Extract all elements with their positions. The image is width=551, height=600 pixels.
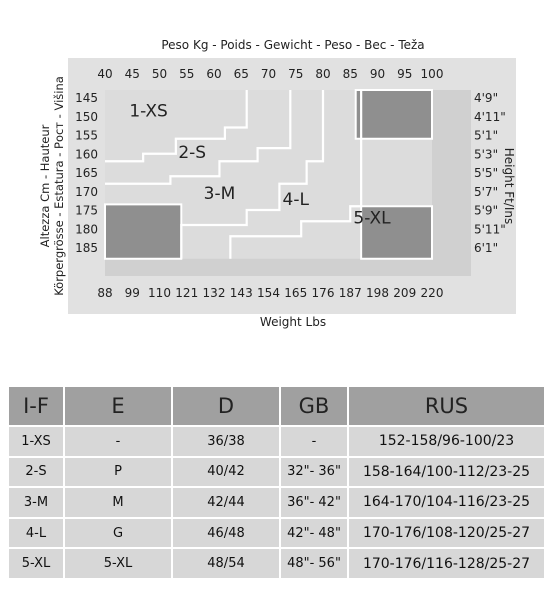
size-boundary-1: [105, 90, 248, 163]
table-cell: 170-176/116-128/25-27: [347, 547, 546, 580]
size-region-label-4-l: 4-L: [283, 190, 310, 210]
table-row: 1-XS -36/38-152-158/96-100/23: [7, 425, 546, 458]
table-cell: 164-170/104-116/23-25: [347, 486, 546, 519]
ftin-tick-label: 6'1": [474, 241, 498, 255]
table-cell: P: [63, 455, 173, 489]
size-region-label-2-s: 2-S: [178, 143, 206, 163]
table-cell: 46/48: [171, 516, 281, 550]
table-cell: 2-S: [7, 455, 65, 489]
table-cell: 3-M: [7, 486, 65, 519]
table-cell: M: [63, 486, 173, 519]
size-boundary-3: [180, 90, 325, 259]
table-cell: 158-164/100-112/23-25: [347, 455, 546, 489]
lbs-tick-label: 132: [203, 286, 226, 300]
y2-axis-label: Height Ft/Ins: [502, 148, 516, 225]
table-row: 4-L G 46/48 42"- 48" 170-176/108-120/25-27: [7, 516, 546, 550]
table-cell: 42"- 48": [279, 516, 349, 550]
kg-tick-label: 55: [179, 67, 194, 81]
table-header-rus: RUS: [347, 385, 546, 427]
size-boundary-4: [229, 90, 363, 259]
out-of-range-zone-light-tall: [104, 203, 183, 260]
ftin-tick-label: 5'7": [474, 185, 498, 199]
x-axis-label: Weight Lbs: [259, 315, 327, 329]
kg-tick-label: 50: [152, 67, 167, 81]
size-chart: 1-XS 2-S 3-M 4-L 5-XL 40 45 50 55 60 65 70 75 80 85 90 9…: [38, 58, 516, 314]
ftin-tick-label: 5'3": [474, 147, 498, 161]
cm-tick-label: 150: [75, 110, 98, 124]
kg-tick-label: 80: [315, 67, 330, 81]
cm-tick-label: 175: [75, 204, 98, 218]
table-row: 2-S P 40/42 32"- 36" 158-164/100-112/23-25: [7, 455, 546, 489]
lbs-tick-label: 121: [175, 286, 198, 300]
kg-tick-label: 75: [288, 67, 303, 81]
y-axis-label-line-2: Körpergrösse - Estatura - Рост - Višina: [52, 76, 66, 296]
kg-tick-label: 100: [421, 67, 444, 81]
cm-tick-label: 165: [75, 166, 98, 180]
size-region-label-1-xs: 1-XS: [129, 102, 168, 122]
table-header-d: D: [171, 385, 281, 427]
lbs-tick-label: 187: [339, 286, 362, 300]
size-boundary-2: [105, 90, 292, 185]
lbs-tick-label: 209: [393, 286, 416, 300]
kg-tick-label: 90: [370, 67, 385, 81]
table-cell: 48/54: [171, 547, 281, 580]
table-cell: 42/44: [171, 486, 281, 519]
table-cell: 36/38: [171, 425, 281, 458]
out-of-range-zone-heavy-short: [354, 89, 434, 140]
out-of-range-zone-heavy-tall: [360, 205, 433, 260]
ftin-tick-label: 4'11": [474, 110, 506, 124]
size-region-label-5-xl: 5-XL: [353, 209, 391, 229]
cm-tick-label: 145: [75, 91, 98, 105]
table-header-i-f: I-F: [7, 385, 65, 427]
cm-tick-label: 185: [75, 241, 98, 255]
table-cell: G: [63, 516, 173, 550]
table-header-gb: GB: [279, 385, 349, 427]
ftin-tick-label: 5'9": [474, 204, 498, 218]
table-row: 3-M M 42/44 36"- 42" 164-170/104-116/23-25: [7, 486, 546, 519]
lbs-tick-label: 198: [366, 286, 389, 300]
table-cell: 4-L: [7, 516, 65, 550]
table-cell: 152-158/96-100/23: [347, 425, 546, 458]
table-cell: 170-176/108-120/25-27: [347, 516, 546, 550]
table-row: 5-XL 5-XL 48/54 48"- 56" 170-176/116-128/25-…: [7, 547, 546, 580]
table-cell: 5-XL: [7, 547, 65, 580]
cm-tick-label: 180: [75, 222, 98, 236]
lbs-tick-label: 143: [230, 286, 253, 300]
lbs-tick-label: 176: [312, 286, 335, 300]
cm-tick-label: 155: [75, 129, 98, 143]
lbs-tick-label: 154: [257, 286, 280, 300]
table-cell: 32"- 36": [279, 455, 349, 489]
ftin-tick-label: 5'11": [474, 222, 506, 236]
kg-tick-label: 45: [125, 67, 140, 81]
cm-tick-label: 170: [75, 185, 98, 199]
table-cell: 5-XL: [63, 547, 173, 580]
ftin-tick-label: 5'5": [474, 166, 498, 180]
table-cell: 48"- 56": [279, 547, 349, 580]
table-cell: -: [279, 425, 349, 458]
chart-title: Peso Kg - Poids - Gewicht - Peso - Bec -…: [161, 38, 425, 52]
kg-tick-label: 95: [397, 67, 412, 81]
size-region-label-3-m: 3-M: [204, 184, 236, 204]
kg-tick-label: 60: [206, 67, 221, 81]
ftin-tick-label: 5'1": [474, 129, 498, 143]
table-cell: -: [63, 425, 173, 458]
table-cell: 1-XS: [7, 425, 65, 458]
table-cell: 36"- 42": [279, 486, 349, 519]
size-conversion-table: I-F E D GB RUS 1-XS -36/38-152-158/96-100/23 2…: [7, 385, 546, 580]
lbs-tick-label: 165: [284, 286, 307, 300]
cm-tick-label: 160: [75, 147, 98, 161]
ftin-tick-label: 4'9": [474, 91, 498, 105]
kg-tick-label: 85: [343, 67, 358, 81]
lbs-tick-label: 220: [421, 286, 444, 300]
kg-tick-label: 65: [234, 67, 249, 81]
table-cell: 40/42: [171, 455, 281, 489]
table-header-e: E: [63, 385, 173, 427]
y-axis-label-line-1: Altezza Cm - Hauteur: [38, 124, 52, 247]
kg-tick-label: 40: [97, 67, 112, 81]
lbs-tick-label: 88: [97, 286, 112, 300]
kg-tick-label: 70: [261, 67, 276, 81]
lbs-tick-label: 99: [125, 286, 140, 300]
lbs-tick-label: 110: [148, 286, 171, 300]
